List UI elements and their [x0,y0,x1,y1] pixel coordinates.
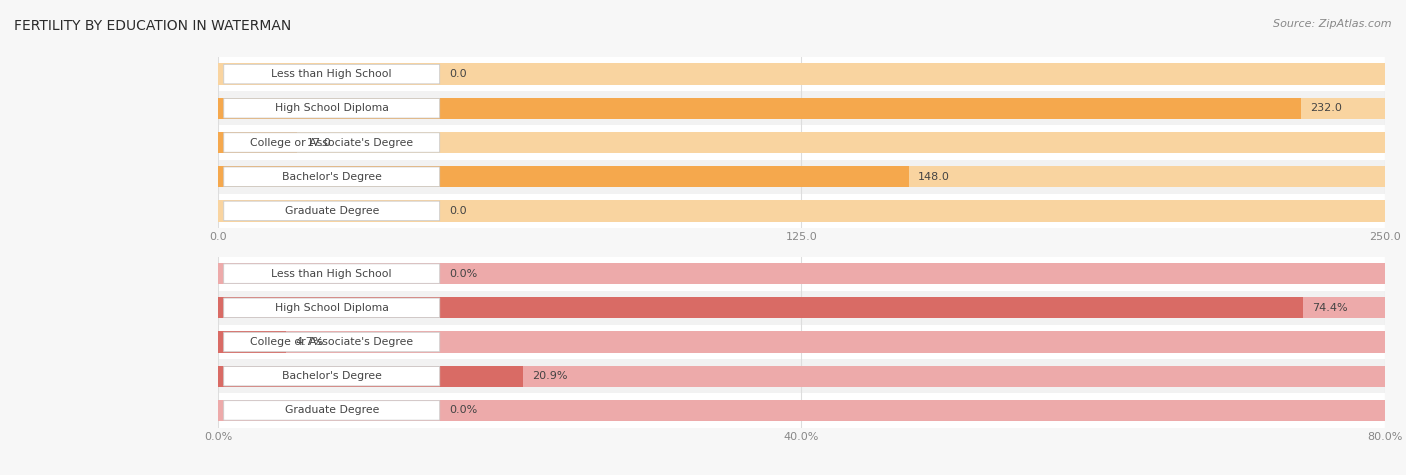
FancyBboxPatch shape [224,133,440,152]
Text: 4.7%: 4.7% [295,337,325,347]
Bar [218,256,1385,291]
Bar [218,332,1385,352]
Text: Less than High School: Less than High School [271,268,392,279]
Text: 0.0: 0.0 [449,206,467,216]
Bar [218,166,1385,187]
FancyBboxPatch shape [224,98,440,118]
Bar [218,297,1303,318]
FancyBboxPatch shape [224,64,440,84]
FancyBboxPatch shape [224,298,440,318]
Text: 17.0: 17.0 [307,137,332,148]
Bar [218,359,1385,393]
Bar [218,98,1301,119]
Text: 20.9%: 20.9% [531,371,568,381]
Text: High School Diploma: High School Diploma [274,303,388,313]
Bar [218,91,1385,125]
Text: College or Associate's Degree: College or Associate's Degree [250,137,413,148]
Bar [218,366,1385,387]
FancyBboxPatch shape [224,332,440,352]
Text: 0.0: 0.0 [449,69,467,79]
Text: FERTILITY BY EDUCATION IN WATERMAN: FERTILITY BY EDUCATION IN WATERMAN [14,19,291,33]
FancyBboxPatch shape [224,167,440,187]
Bar [218,166,908,187]
FancyBboxPatch shape [224,264,440,284]
Text: Bachelor's Degree: Bachelor's Degree [281,171,381,182]
Bar [218,393,1385,428]
Text: 0.0%: 0.0% [449,405,477,416]
Bar [218,64,1385,85]
Text: 232.0: 232.0 [1310,103,1343,114]
Bar [218,160,1385,194]
Text: High School Diploma: High School Diploma [274,103,388,114]
Text: 148.0: 148.0 [918,171,950,182]
Bar [218,98,1385,119]
Text: Bachelor's Degree: Bachelor's Degree [281,371,381,381]
FancyBboxPatch shape [224,201,440,221]
Bar [218,132,1385,153]
Text: Graduate Degree: Graduate Degree [284,206,378,216]
Bar [218,57,1385,91]
FancyBboxPatch shape [224,366,440,386]
Bar [218,332,287,352]
Text: College or Associate's Degree: College or Associate's Degree [250,337,413,347]
Bar [218,366,523,387]
Bar [218,291,1385,325]
Text: Source: ZipAtlas.com: Source: ZipAtlas.com [1274,19,1392,29]
Bar [218,125,1385,160]
Bar [218,132,297,153]
Bar [218,400,1385,421]
Bar [218,200,1385,221]
Bar [218,263,1385,284]
Text: 0.0%: 0.0% [449,268,477,279]
Text: 74.4%: 74.4% [1313,303,1348,313]
Text: Less than High School: Less than High School [271,69,392,79]
Bar [218,194,1385,228]
Text: Graduate Degree: Graduate Degree [284,405,378,416]
Bar [218,297,1385,318]
Bar [218,325,1385,359]
FancyBboxPatch shape [224,400,440,420]
